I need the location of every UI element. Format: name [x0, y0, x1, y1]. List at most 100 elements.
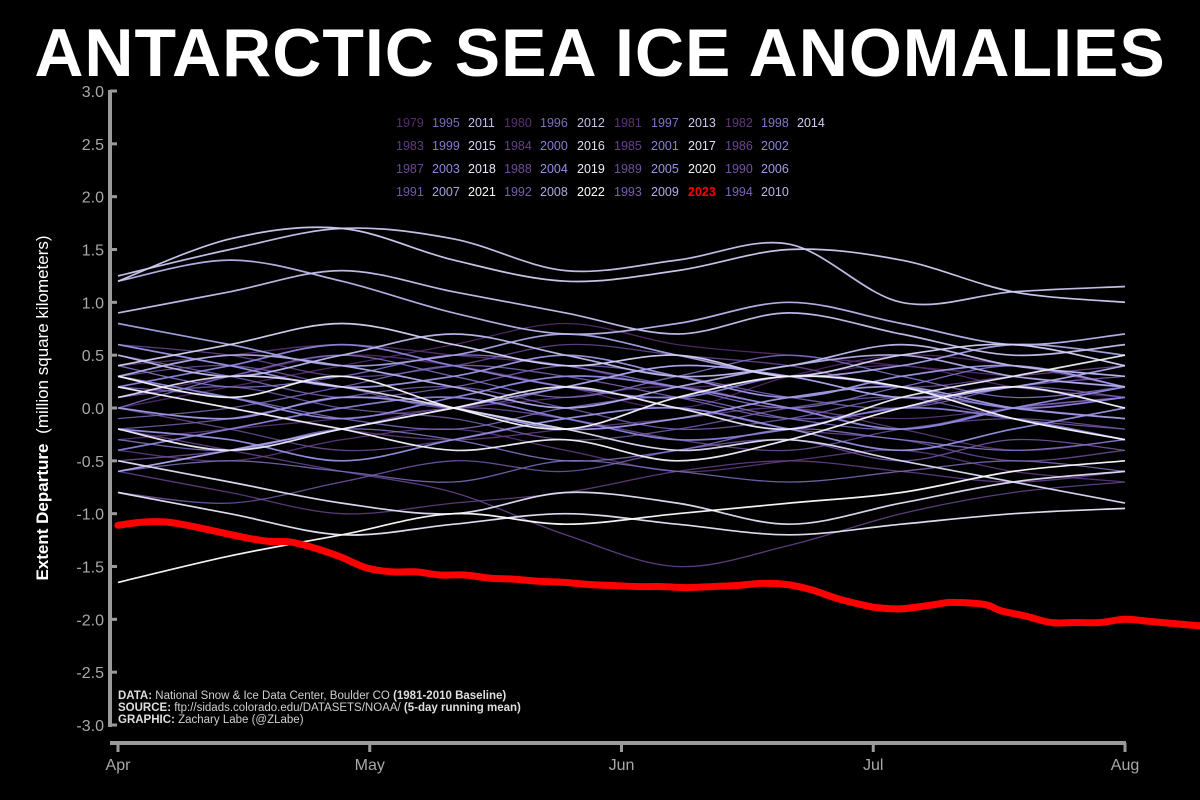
legend-year-2019: 2019	[577, 162, 605, 176]
year-line-1998	[117, 354, 1126, 409]
x-tick-label: May	[355, 757, 385, 774]
legend-year-2001: 2001	[651, 139, 679, 153]
legend-year-1999: 1999	[432, 139, 460, 153]
legend-year-2016: 2016	[577, 139, 605, 153]
year-line-2018	[117, 491, 1126, 536]
legend-year-1995: 1995	[432, 116, 460, 130]
credit-source-bold: (5-day running mean)	[403, 702, 521, 714]
credit-graphic-label: GRAPHIC:	[118, 714, 175, 726]
legend-year-2020: 2020	[688, 162, 716, 176]
legend-year-1984: 1984	[504, 139, 532, 153]
legend-year-1990: 1990	[725, 162, 753, 176]
legend-year-2021: 2021	[468, 185, 496, 199]
legend-year-2009: 2009	[651, 185, 679, 199]
y-axis-label: Extent Departure (million square kilomet…	[33, 235, 52, 580]
credit-data: DATA: National Snow & Ice Data Center, B…	[118, 690, 521, 702]
y-tick-label: -1.5	[76, 560, 104, 577]
credit-source-text: ftp://sidads.colorado.edu/DATASETS/NOAA/	[174, 702, 401, 714]
year-line-2011	[117, 333, 1126, 378]
legend-year-2012: 2012	[577, 116, 605, 130]
legend-year-1987: 1987	[396, 162, 424, 176]
highlight-series: 2023	[114, 518, 1200, 630]
legend-year-1980: 1980	[504, 116, 532, 130]
legend-year-2005: 2005	[651, 162, 679, 176]
legend-year-1998: 1998	[761, 116, 789, 130]
y-tick-label: 0.0	[82, 401, 104, 418]
y-tick-label: 0.5	[82, 348, 104, 365]
legend-year-2010: 2010	[761, 185, 789, 199]
legend-year-1985: 1985	[614, 139, 642, 153]
legend-year-1994: 1994	[725, 185, 753, 199]
legend-year-1983: 1983	[396, 139, 424, 153]
legend-year-2003: 2003	[432, 162, 460, 176]
legend-year-2004: 2004	[540, 162, 568, 176]
legend-year-1986: 1986	[725, 139, 753, 153]
year-line-1987	[117, 343, 1126, 388]
credits: DATA: National Snow & Ice Data Center, B…	[118, 690, 521, 726]
legend-year-2008: 2008	[540, 185, 568, 199]
y-axis-label-bold: Extent Departure	[33, 444, 52, 581]
x-tick-label: Aug	[1111, 757, 1139, 774]
credit-data-label: DATA:	[118, 690, 153, 702]
legend: 1979 1983 1987 1991 1995 1999 2003 2007 2011 2015…	[396, 116, 825, 199]
year-line-1986	[117, 428, 1126, 568]
year-line-2014	[117, 226, 1126, 304]
legend-year-2014: 2014	[797, 116, 825, 130]
year-line-1996	[117, 459, 1126, 483]
legend-year-2007: 2007	[432, 185, 460, 199]
legend-year-2000: 2000	[540, 139, 568, 153]
x-tick-label: Apr	[106, 757, 132, 774]
legend-year-2011: 2011	[468, 116, 495, 130]
year-line-2000	[117, 354, 1126, 409]
page-title: ANTARCTIC SEA ICE ANOMALIES	[34, 15, 1166, 91]
legend-year-2017: 2017	[688, 139, 716, 153]
year-line-2003	[117, 375, 1126, 430]
credit-source: SOURCE: ftp://sidads.colorado.edu/DATASE…	[118, 702, 521, 714]
legend-year-1993: 1993	[614, 185, 642, 199]
year-line-2004	[117, 406, 1126, 462]
year-line-1991	[117, 438, 1126, 504]
year-line-1985	[117, 460, 1126, 515]
credit-graphic-text: Zachary Labe (@ZLabe)	[178, 714, 304, 726]
year-line-2006	[117, 385, 1126, 431]
year-line-2009	[117, 354, 1126, 409]
year-line-2017	[117, 459, 1126, 526]
y-tick-label: 3.0	[82, 84, 104, 101]
year-line-2010	[117, 259, 1126, 346]
legend-year-1979: 1979	[396, 116, 424, 130]
legend-year-1981: 1981	[614, 116, 642, 130]
legend-year-2015: 2015	[468, 139, 496, 153]
legend-year-1997: 1997	[651, 116, 679, 130]
line-2023	[114, 518, 1200, 630]
y-axis-label-rest: (million square kilometers)	[33, 235, 52, 433]
year-line-2021	[117, 375, 1126, 441]
legend-year-2006: 2006	[761, 162, 789, 176]
y-tick-label: 1.5	[82, 243, 104, 260]
legend-year-2013: 2013	[688, 116, 716, 130]
x-tick-label: Jul	[863, 757, 883, 774]
year-lines	[117, 226, 1126, 584]
year-line-2020	[117, 386, 1126, 462]
y-tick-label: -0.5	[76, 454, 104, 471]
y-tick-label: 2.0	[82, 190, 104, 207]
y-tick-label: -2.5	[76, 665, 104, 682]
year-line-2015	[117, 322, 1126, 378]
year-line-2013	[117, 227, 1126, 306]
legend-year-1982: 1982	[725, 116, 753, 130]
year-line-1981	[117, 343, 1126, 399]
y-tick-label: 1.0	[82, 295, 104, 312]
legend-year-1996: 1996	[540, 116, 568, 130]
year-line-1992	[117, 386, 1126, 441]
credit-graphic: GRAPHIC: Zachary Labe (@ZLabe)	[118, 714, 521, 726]
y-tick-label: 2.5	[82, 137, 104, 154]
legend-year-1991: 1991	[396, 185, 424, 199]
year-line-1982	[117, 386, 1126, 441]
year-line-2019	[117, 354, 1126, 452]
x-tick-label: Jun	[609, 757, 635, 774]
y-tick-label: -1.0	[76, 507, 104, 524]
legend-year-2023: 2023	[688, 185, 716, 199]
legend-year-2018: 2018	[468, 162, 496, 176]
legend-year-2002: 2002	[761, 139, 789, 153]
legend-year-1988: 1988	[504, 162, 532, 176]
